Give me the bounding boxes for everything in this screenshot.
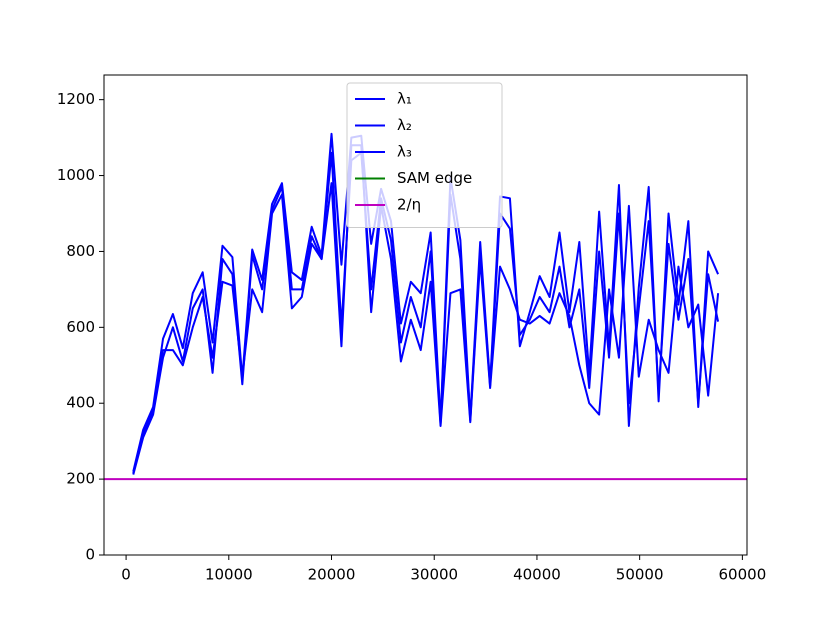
- x-tick-label: 10000: [205, 566, 253, 584]
- x-tick-label: 20000: [308, 566, 356, 584]
- x-tick-label: 30000: [410, 566, 458, 584]
- x-tick-label: 0: [121, 566, 131, 584]
- y-tick-label: 200: [66, 470, 95, 488]
- y-tick-label: 1200: [57, 90, 95, 108]
- y-tick-label: 1000: [57, 166, 95, 184]
- plot-frame: [103, 74, 748, 556]
- legend: λ₁ λ₂ λ₃ SAM edge 2/η: [346, 82, 503, 228]
- series-line: [132, 132, 720, 472]
- legend-label: 2/η: [397, 196, 421, 214]
- legend-label: SAM edge: [397, 169, 472, 187]
- x-tick-label: 40000: [513, 566, 561, 584]
- y-tick-label: 400: [66, 394, 95, 412]
- series-line: [132, 144, 720, 474]
- legend-box: [346, 82, 503, 228]
- y-tick-label: 0: [85, 546, 95, 564]
- y-tick-label: 800: [66, 242, 95, 260]
- legend-label: λ₁: [397, 90, 412, 108]
- x-tick-label: 60000: [719, 566, 767, 584]
- series-line: [132, 151, 720, 475]
- x-tick-label: 50000: [616, 566, 664, 584]
- legend-label: λ₂: [397, 116, 412, 134]
- legend-label: λ₃: [397, 143, 412, 161]
- y-tick-label: 600: [66, 318, 95, 336]
